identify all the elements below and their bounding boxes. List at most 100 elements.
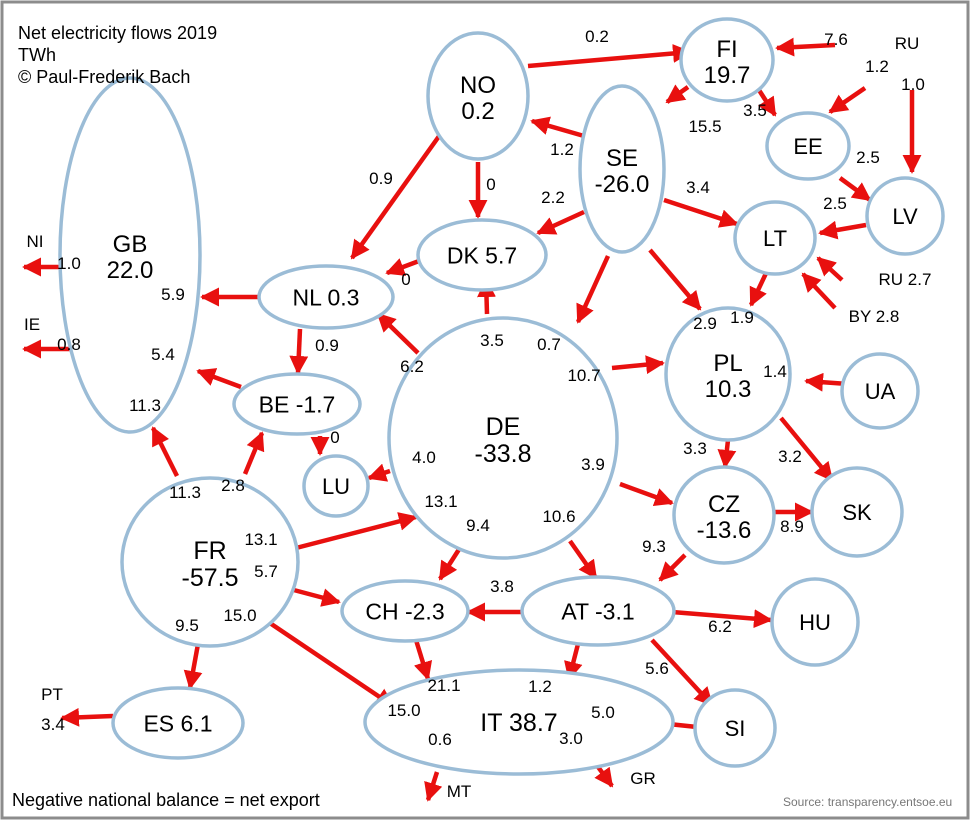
- node-code: LT: [763, 226, 787, 251]
- flow-value-label: 3.8: [490, 577, 514, 596]
- flow-arrow: [816, 256, 844, 282]
- node-code: GB: [113, 231, 148, 258]
- flow-value-label: 13.1: [244, 530, 277, 549]
- node-label: AT -3.1: [561, 598, 634, 624]
- flow-arrow: [527, 44, 692, 69]
- flow-arrow: [619, 481, 674, 507]
- external-country-label: RU: [895, 34, 920, 53]
- diagram-title: Net electricity flows 2019: [18, 23, 218, 43]
- flow-value-label: 1.0: [57, 254, 81, 273]
- node-code: EE: [793, 134, 822, 159]
- flow-value-label: 10.7: [567, 366, 600, 385]
- node-code: SE: [606, 145, 638, 172]
- node-balance: 6.1: [181, 710, 213, 736]
- node-code: IT: [480, 709, 509, 737]
- source-label: Source: transparency.entsoe.eu: [783, 795, 953, 809]
- node-ellipse: [302, 454, 370, 518]
- flow-value-label: 3.4: [41, 715, 65, 734]
- country-node-sk: SK: [810, 466, 904, 558]
- flow-value-label: 3.5: [480, 331, 504, 350]
- flow-arrow: [60, 707, 114, 727]
- country-node-se: SE-26.0: [578, 84, 666, 254]
- flow-arrow: [648, 248, 702, 311]
- country-node-at: AT -3.1: [520, 575, 676, 647]
- external-country-label: GR: [630, 769, 656, 788]
- node-balance: -3.1: [595, 598, 635, 624]
- node-balance: 22.0: [107, 257, 154, 284]
- flow-arrow: [424, 771, 443, 802]
- node-ellipse: [232, 372, 362, 436]
- node-label: CH -2.3: [365, 598, 444, 624]
- flow-arrow: [413, 639, 433, 681]
- flow-arrow: [748, 268, 771, 307]
- country-node-nl: NL 0.3: [257, 264, 395, 330]
- external-country-label: NI: [27, 232, 44, 251]
- node-code: UA: [865, 379, 896, 404]
- node-code: HU: [799, 610, 831, 635]
- country-node-lv: LV: [865, 176, 945, 256]
- flow-value-label: 9.3: [642, 537, 666, 556]
- flow-value-label: 13.1: [424, 492, 457, 511]
- node-ellipse: [58, 76, 202, 434]
- flow-value-label: 2.8: [221, 476, 245, 495]
- node-code: SI: [725, 716, 746, 741]
- flow-arrow: [801, 272, 837, 310]
- external-country-label: RU 2.7: [879, 270, 932, 289]
- flow-value-label: 3.0: [559, 729, 583, 748]
- node-label: IT 38.7: [480, 709, 557, 737]
- country-node-ua: UA: [840, 352, 920, 430]
- node-ellipse: [865, 176, 945, 256]
- flow-arrow: [536, 209, 585, 236]
- flow-value-label: 2.9: [693, 314, 717, 333]
- node-balance: 0.2: [461, 98, 494, 125]
- node-ellipse: [770, 577, 860, 667]
- flow-arrow: [295, 512, 418, 551]
- flow-value-label: 9.4: [466, 516, 490, 535]
- node-balance: 5.7: [485, 242, 517, 268]
- flow-value-label: 1.2: [550, 140, 574, 159]
- flow-labels: 0.2 7.6 1.2 1.0 15.5 3.5 1.2 2.5 2.5 3.4 2.2 0 0.9 0 1…: [24, 27, 931, 801]
- flow-value-label: 0.6: [428, 730, 452, 749]
- flow-value-label: 0.9: [315, 336, 339, 355]
- node-code: LU: [322, 474, 350, 499]
- country-node-it: IT 38.7: [363, 668, 675, 776]
- country-node-dk: DK 5.7: [416, 218, 548, 292]
- flow-arrow: [828, 86, 867, 114]
- node-code: BE: [259, 391, 296, 417]
- flow-arrow: [775, 37, 836, 57]
- node-ellipse: [363, 668, 675, 776]
- flow-value-label: 5.6: [645, 659, 669, 678]
- flow-arrow: [658, 553, 687, 582]
- flow-arrow: [376, 312, 420, 355]
- flow-arrow: [717, 439, 737, 469]
- flow-value-label: 0.2: [585, 27, 609, 46]
- node-balance: -26.0: [595, 171, 650, 198]
- node-ellipse: [840, 352, 920, 430]
- node-ellipse: [426, 31, 530, 161]
- country-node-cz: CZ-13.6: [672, 465, 776, 565]
- flow-arrow: [196, 368, 242, 390]
- node-ellipse: [340, 579, 470, 643]
- node-code: LV: [892, 204, 918, 229]
- external-country-label: BY 2.8: [849, 307, 900, 326]
- node-code: NL: [293, 284, 328, 310]
- node-code: CH: [365, 598, 405, 624]
- flow-arrows: [22, 37, 922, 802]
- node-ellipse: [810, 466, 904, 558]
- flow-value-label: 15.0: [387, 701, 420, 720]
- node-code: CZ: [708, 491, 740, 518]
- node-balance: 38.7: [509, 709, 558, 737]
- node-ellipse: [257, 264, 395, 330]
- flow-value-label: 10.6: [542, 507, 575, 526]
- external-country-label: MT: [447, 782, 472, 801]
- flow-arrow: [253, 611, 395, 708]
- node-ellipse: [120, 476, 300, 648]
- node-code: FI: [716, 36, 737, 63]
- external-country-label: IE: [24, 315, 40, 334]
- node-label: BE -1.7: [259, 391, 336, 417]
- flow-arrow: [575, 255, 611, 324]
- country-node-hu: HU: [770, 577, 860, 667]
